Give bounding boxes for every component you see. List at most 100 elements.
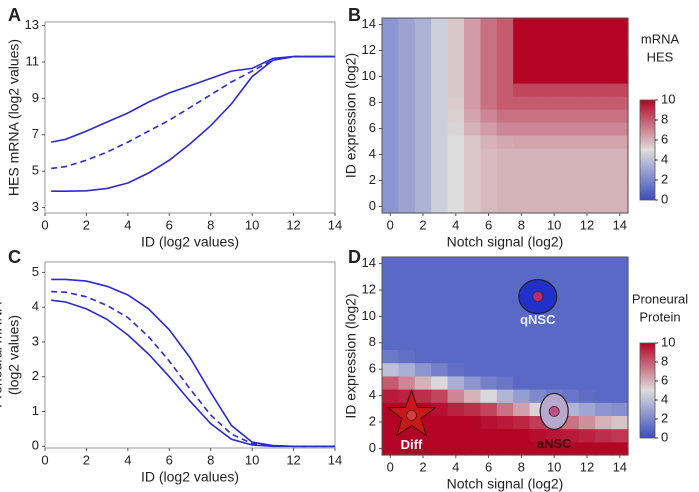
heat-cell xyxy=(464,296,481,311)
heat-cell xyxy=(562,83,580,97)
heat-cell xyxy=(496,122,514,136)
heat-cell xyxy=(398,70,416,84)
colorbar-tick-label: 2 xyxy=(661,410,668,425)
x-tick-label: 4 xyxy=(124,217,131,232)
heat-cell xyxy=(447,96,465,110)
colorbar xyxy=(639,99,656,201)
heat-cell xyxy=(464,161,481,175)
y-tick-label: 2 xyxy=(369,172,376,187)
heat-cell xyxy=(431,96,449,110)
heat-cell xyxy=(414,174,432,188)
heat-cell xyxy=(414,283,432,298)
heat-cell xyxy=(414,375,432,390)
heat-cell xyxy=(431,187,449,201)
heat-cell xyxy=(529,187,547,201)
heat-cell xyxy=(513,375,531,390)
heat-cell xyxy=(611,200,629,214)
y-tick-label: 8 xyxy=(369,94,376,109)
heat-cell xyxy=(414,441,432,456)
heat-cell xyxy=(431,441,449,456)
x-tick-label: 0 xyxy=(387,217,394,232)
heat-cell xyxy=(447,83,465,97)
heat-cell xyxy=(382,70,399,84)
heat-cell xyxy=(529,389,547,403)
heat-cell xyxy=(480,323,498,337)
heat-cell xyxy=(595,441,613,456)
heat-cell xyxy=(595,187,613,201)
heat-cell xyxy=(546,109,563,123)
heat-cell xyxy=(382,44,399,58)
heat-cell xyxy=(431,375,449,390)
heat-cell xyxy=(496,187,514,201)
heat-cell xyxy=(382,31,399,45)
heat-cell xyxy=(382,257,399,271)
heat-cell xyxy=(464,336,481,350)
colorbar-tick-label: 2 xyxy=(661,171,668,186)
heat-cell xyxy=(611,57,629,71)
heat-cell xyxy=(398,283,416,298)
heat-cell xyxy=(529,349,547,364)
heat-cell xyxy=(398,349,416,364)
heat-cell xyxy=(398,187,416,201)
heat-cell xyxy=(480,135,498,149)
heat-cell xyxy=(496,349,514,364)
x-tick-label: 6 xyxy=(485,217,492,232)
x-axis-label: Notch signal (log2) xyxy=(447,234,564,250)
heat-cell xyxy=(513,174,531,188)
heat-cell xyxy=(447,109,465,123)
heat-cell xyxy=(382,323,399,337)
heat-cell xyxy=(480,200,498,214)
heat-cell xyxy=(611,428,629,443)
heat-cell xyxy=(398,83,416,97)
heat-cell xyxy=(431,109,449,123)
heat-cell xyxy=(562,174,580,188)
heat-cell xyxy=(562,428,580,443)
heat-cell xyxy=(496,428,514,443)
heat-cell xyxy=(562,187,580,201)
heat-cell xyxy=(513,257,531,271)
heat-cell xyxy=(447,257,465,271)
heat-cell xyxy=(529,441,547,456)
heat-cell xyxy=(595,200,613,214)
heat-cell xyxy=(578,83,596,97)
heat-cell xyxy=(447,336,465,350)
heat-cell xyxy=(611,174,629,188)
heat-cell xyxy=(382,296,399,311)
panel-label: C xyxy=(8,247,21,267)
x-axis-label: ID (log2 values) xyxy=(141,234,239,250)
heat-cell xyxy=(611,296,629,311)
heat-cell xyxy=(529,83,547,97)
heat-cell xyxy=(414,323,432,337)
heat-cell xyxy=(480,148,498,162)
heat-cell xyxy=(562,283,580,298)
heat-cell xyxy=(595,283,613,298)
heat-cell xyxy=(480,428,498,443)
heat-cell xyxy=(431,122,449,136)
heat-cell xyxy=(414,362,432,377)
heat-cell xyxy=(480,415,498,430)
heat-cell xyxy=(546,200,563,214)
panel-label: D xyxy=(348,247,361,267)
colorbar xyxy=(639,342,656,439)
heat-cell xyxy=(447,270,465,284)
heat-cell xyxy=(546,362,563,377)
heat-cell xyxy=(464,270,481,284)
y-tick-label: 6 xyxy=(369,120,376,135)
heat-cell xyxy=(513,135,531,149)
heat-cell xyxy=(595,257,613,271)
heat-cell xyxy=(513,349,531,364)
heat-cell xyxy=(398,31,416,45)
heat-cell xyxy=(447,148,465,162)
heat-cell xyxy=(496,31,514,45)
heat-cell xyxy=(595,70,613,84)
heat-cell xyxy=(562,257,580,271)
heat-cell xyxy=(431,428,449,443)
heat-cell xyxy=(562,441,580,456)
heat-cell xyxy=(496,148,514,162)
heat-cell xyxy=(578,135,596,149)
heat-cell xyxy=(414,96,432,110)
heat-cell xyxy=(529,375,547,390)
heat-cell xyxy=(513,161,531,175)
heat-cell xyxy=(513,96,531,110)
heat-cell xyxy=(595,83,613,97)
